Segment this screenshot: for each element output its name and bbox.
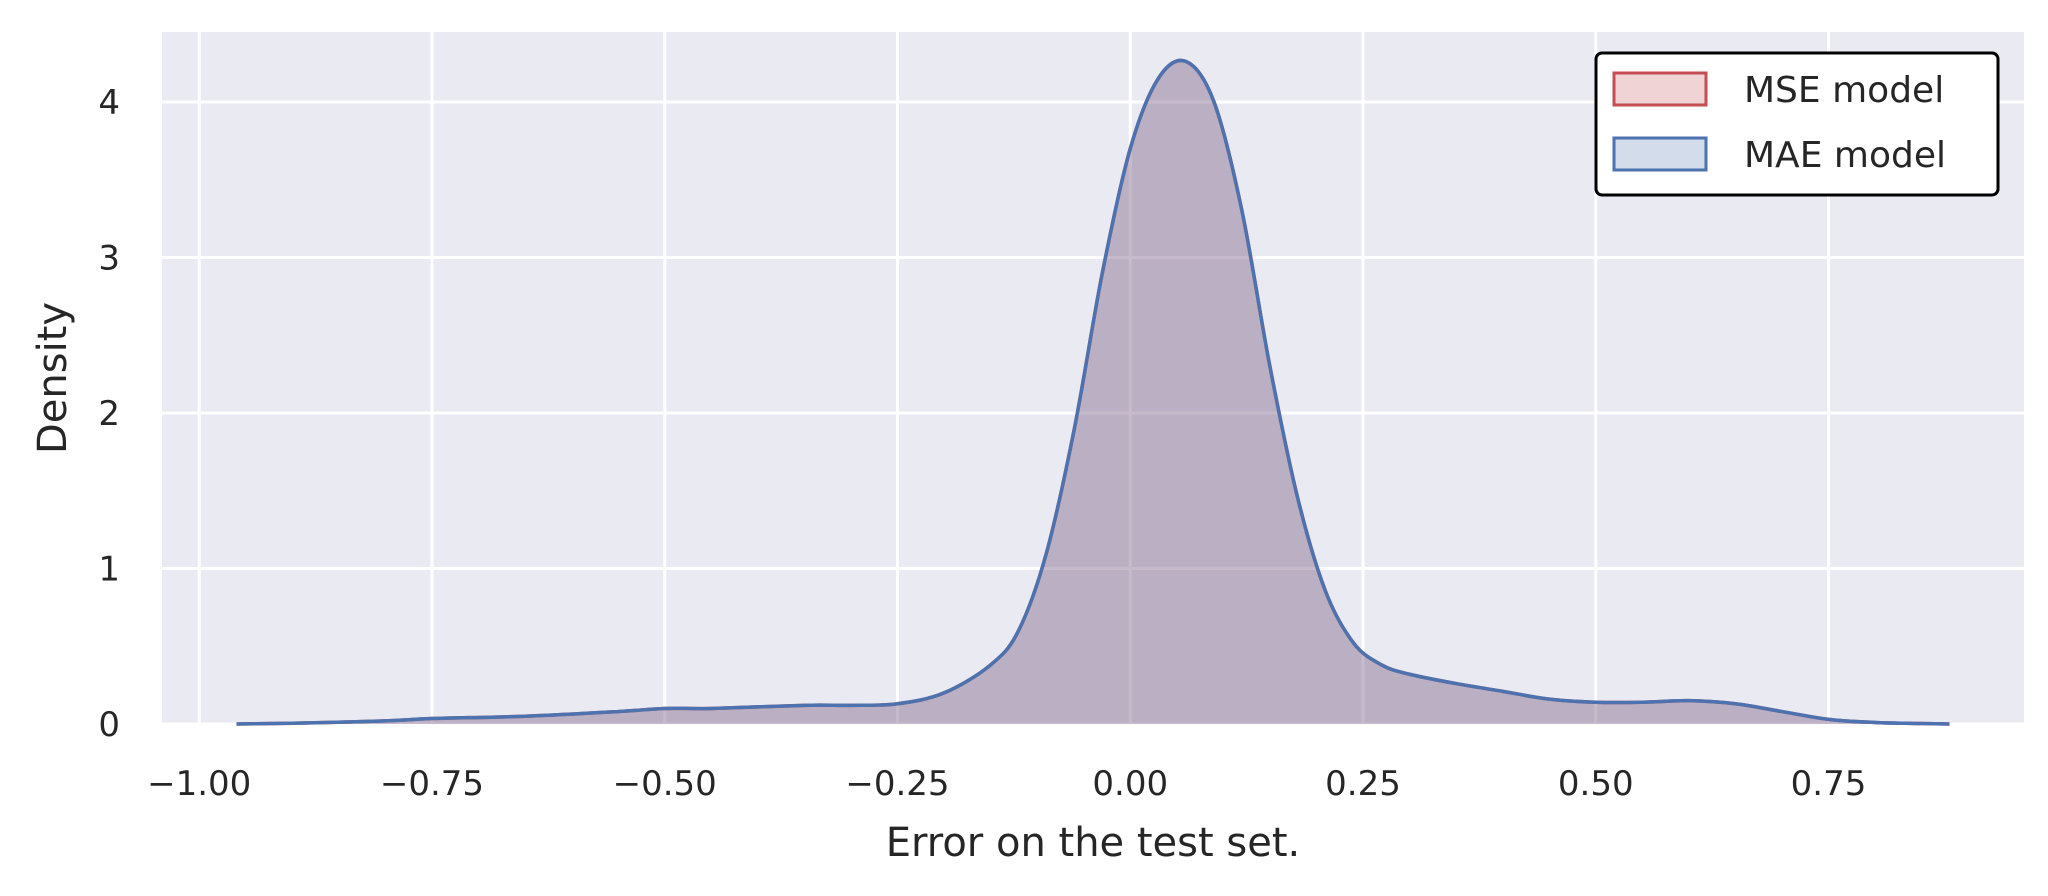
y-tick-label: 2: [98, 394, 120, 434]
x-tick-label: −0.50: [613, 764, 717, 804]
x-tick-label: −0.25: [845, 764, 949, 804]
x-tick-label: −0.75: [380, 764, 484, 804]
density-area-1: [236, 60, 1950, 725]
x-tick-label: 0.25: [1325, 764, 1401, 804]
legend: MSE model MAE model: [1594, 51, 2000, 197]
y-axis-label: Density: [30, 302, 76, 454]
x-axis-ticks: −1.00 −0.75 −0.50 −0.25 0.00 0.25 0.50 0.75: [147, 764, 1866, 804]
y-tick-label: 3: [98, 238, 120, 278]
legend-box: [1594, 51, 2000, 197]
legend-swatch: [1612, 71, 1708, 107]
legend-label: MSE model: [1744, 70, 1944, 111]
legend-label: MAE model: [1744, 135, 1946, 176]
legend-swatch: [1612, 136, 1708, 172]
density-line-2: [236, 58, 1950, 726]
density-area-2: [236, 60, 1950, 725]
y-axis-ticks: 0 1 2 3 4: [98, 83, 120, 745]
density-areas: [236, 60, 1950, 725]
y-tick-label: 0: [98, 705, 120, 745]
x-tick-label: 0.75: [1791, 764, 1867, 804]
density-lines: [236, 58, 1950, 726]
y-tick-label: 4: [98, 83, 120, 123]
x-tick-label: 0.50: [1558, 764, 1634, 804]
x-tick-label: 0.00: [1092, 764, 1168, 804]
x-tick-label: −1.00: [147, 764, 251, 804]
y-tick-label: 1: [98, 549, 120, 589]
x-axis-label: Error on the test set.: [886, 820, 1301, 866]
